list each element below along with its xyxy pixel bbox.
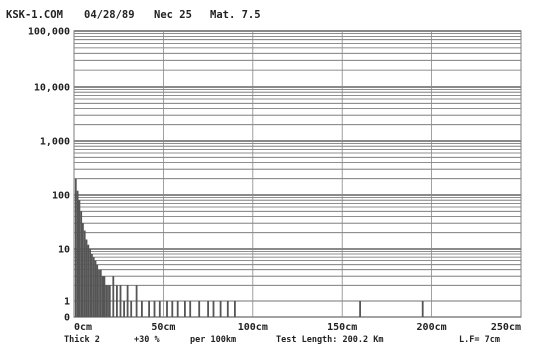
y-tick-label: 10 [58,245,70,256]
y-tick-label: 1 [64,297,70,308]
bar [76,190,79,317]
bar [226,301,229,317]
footer-per: per 100km [190,335,236,345]
bar [126,285,129,317]
bar [87,244,90,317]
bar [96,264,99,317]
x-tick-label: 250cm [491,322,521,333]
bar [421,301,424,317]
bar [80,211,83,317]
header-nec: Nec 25 [154,9,192,21]
footer-test-length: Test Length: 200.2 Km [276,335,383,345]
bar [207,301,209,317]
bar [176,301,179,317]
bar [107,285,109,317]
x-tick-label: 0cm [74,322,92,333]
bar [158,301,161,317]
bar [94,260,97,317]
bar [153,301,156,317]
bar [171,301,174,317]
bar [78,200,81,317]
bar [189,301,192,317]
bar [99,269,102,317]
bar [91,254,93,317]
bar [198,301,201,317]
header-mat: Mat. 7.5 [210,9,261,21]
bar [105,285,108,317]
bar [219,301,222,317]
bar [234,301,236,317]
bar [130,301,133,317]
header-file: KSK-1.COM [6,9,63,21]
x-tick-label: 50cm [151,322,175,333]
bar [108,285,111,317]
bar [98,269,100,317]
x-tick-label: 150cm [327,322,357,333]
footer-percent: +30 % [134,335,160,345]
x-tick-label: 100cm [238,322,268,333]
footer-lf: L.F= 7cm [459,335,500,345]
y-tick-label: 1,000 [40,137,70,148]
y-tick-label: 10,000 [34,83,70,94]
bar [359,301,361,317]
bar [101,276,104,317]
plot-frame [73,30,522,318]
bar [123,301,125,317]
bar [85,239,88,317]
plot-area: 0 1 10 100 1,000 10,000 100,000 0cm 50cm 100cm 150… [28,27,522,333]
bar [141,301,143,317]
bar [148,301,150,317]
bar [112,276,115,317]
y-tick-label: 100,000 [28,27,70,38]
header-date: 04/28/89 [84,9,135,21]
bar [116,285,118,317]
bar [83,230,86,317]
bar [89,249,91,317]
bar [212,301,215,317]
bar [166,301,168,317]
y-tick-label: 0 [64,313,70,324]
bar [74,178,77,317]
bar [103,276,106,317]
footer-thick: Thick 2 [64,334,100,345]
bar [184,301,186,317]
bar [92,257,95,317]
bar [119,285,122,317]
bar [82,223,84,317]
bar [135,285,138,317]
x-tick-label: 200cm [417,322,447,333]
y-tick-label: 100 [52,191,70,202]
